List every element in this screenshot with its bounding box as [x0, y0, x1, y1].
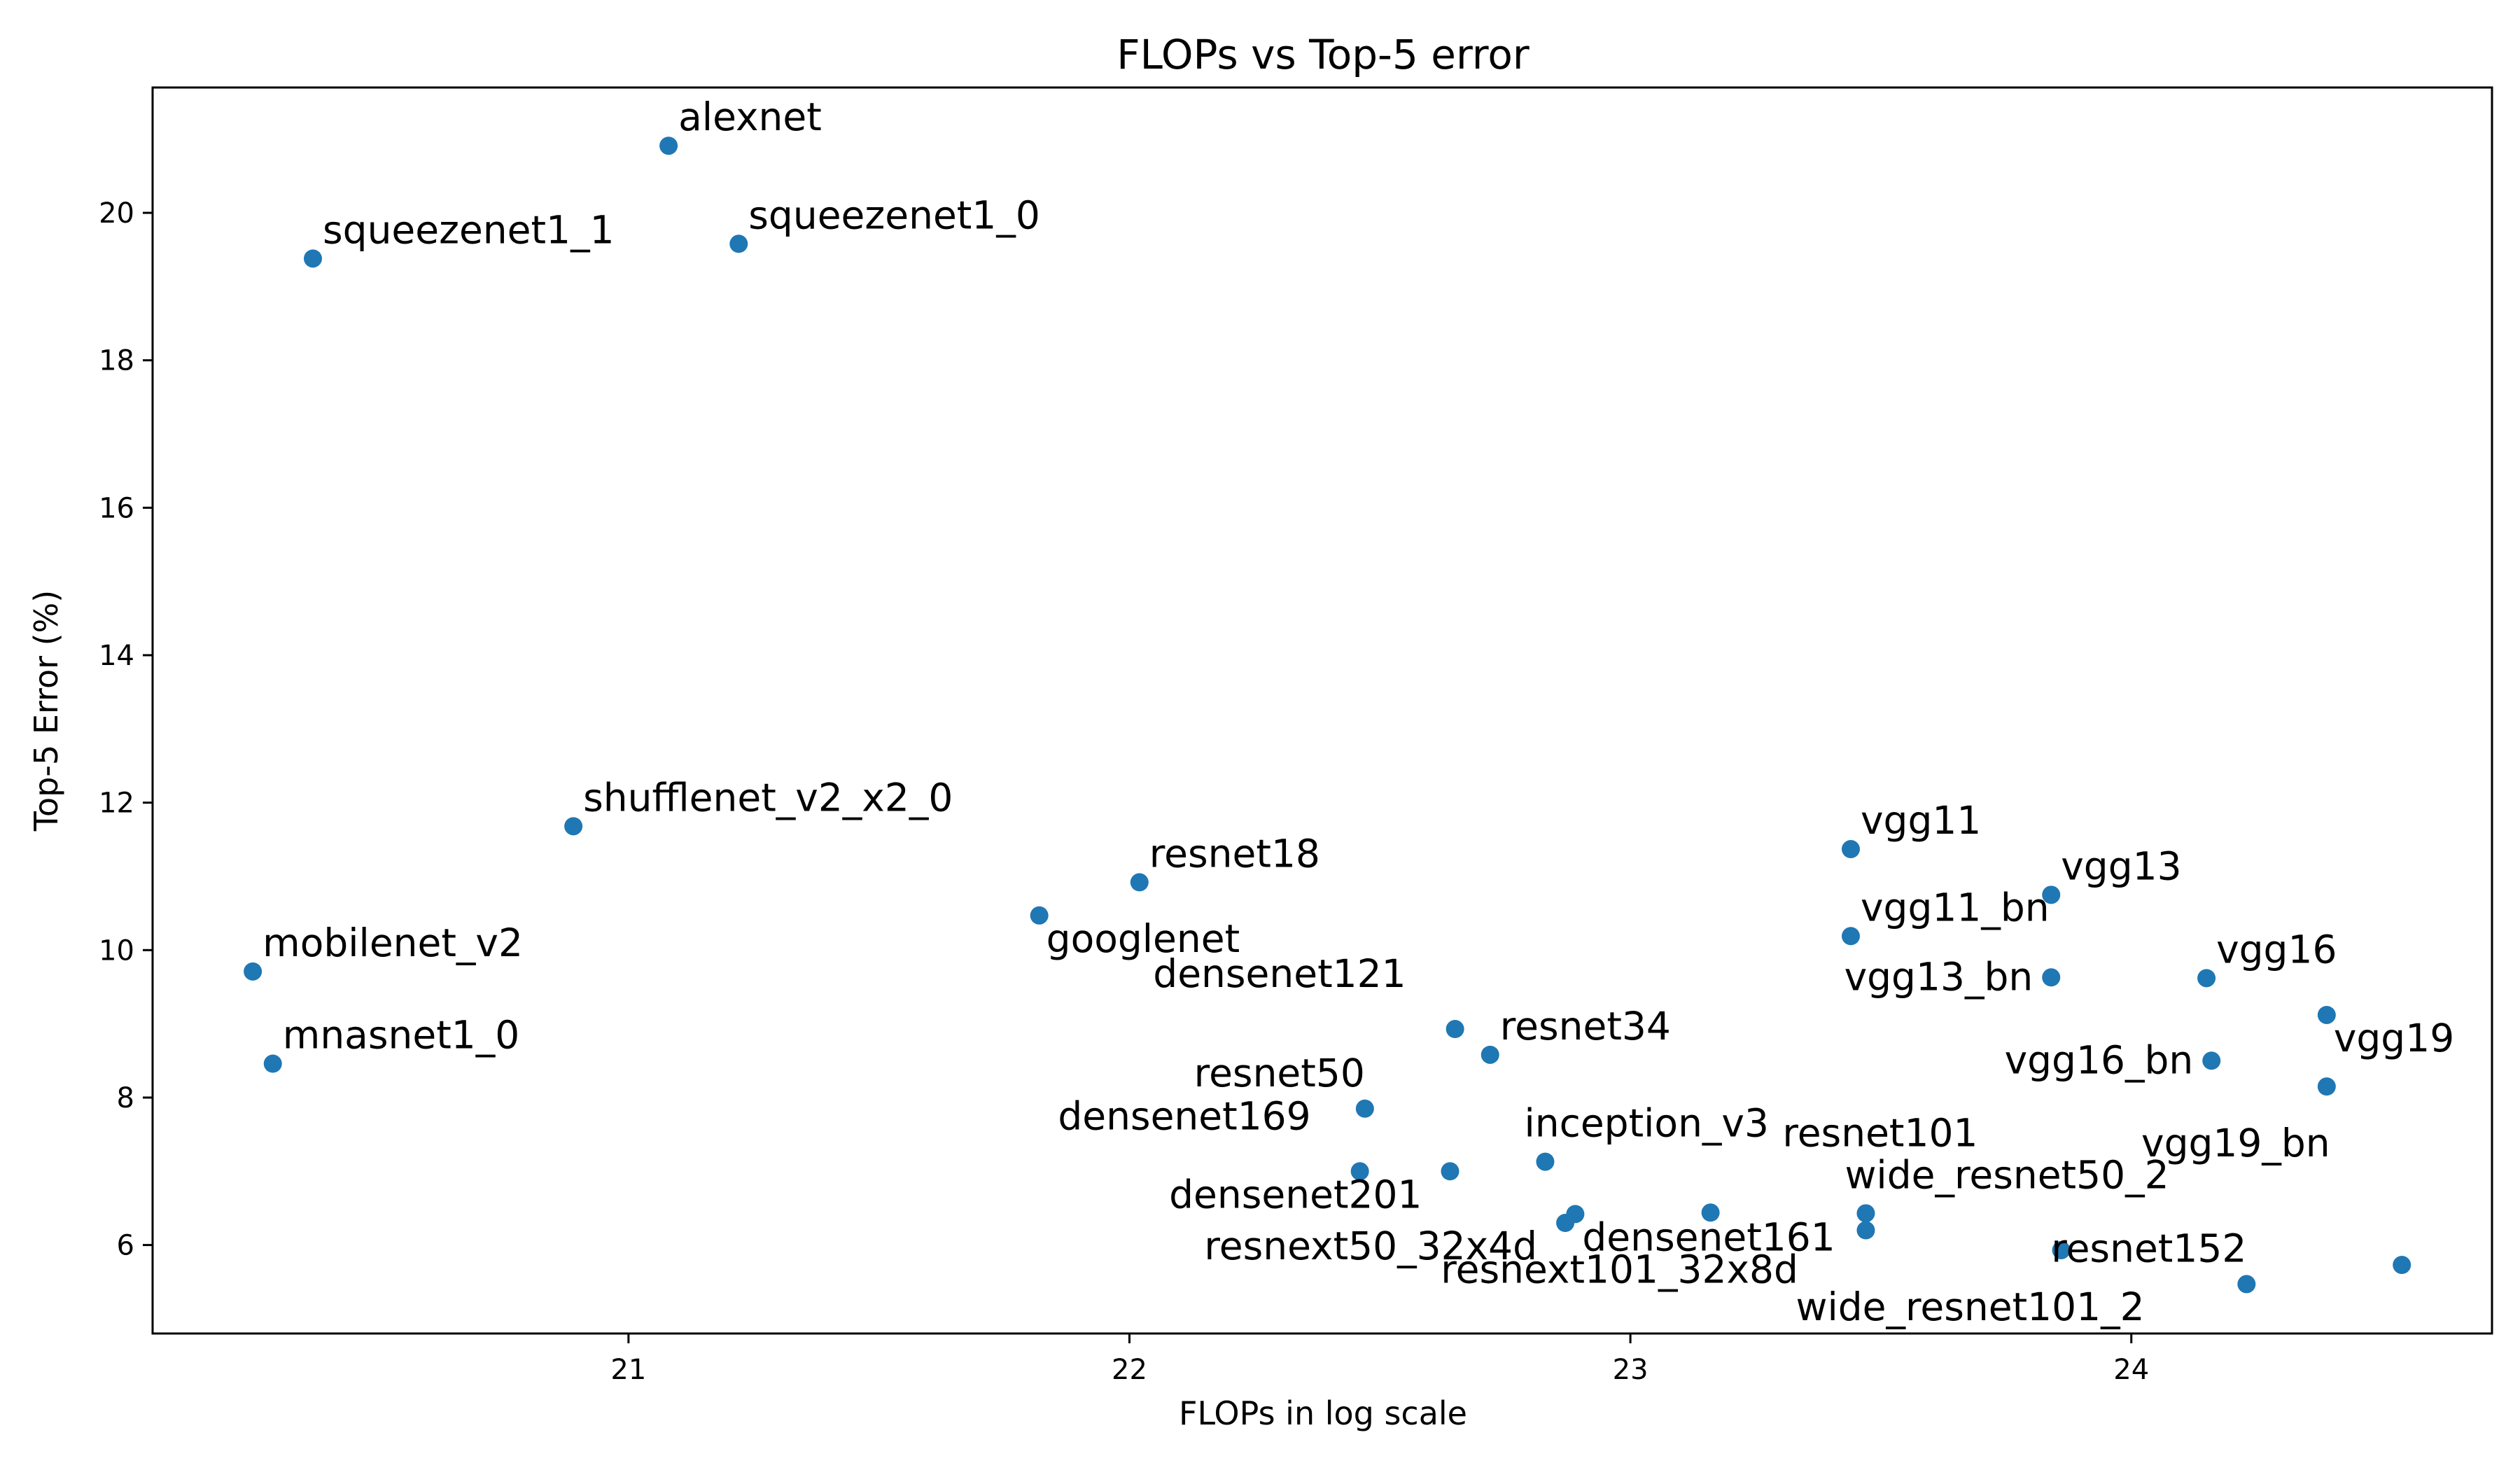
data-point [1446, 1020, 1464, 1039]
data-point [2197, 969, 2216, 988]
point-label: mobilenet_v2 [262, 920, 523, 965]
x-axis: 21 22 23 24 [610, 1334, 2149, 1386]
y-tick-label: 14 [99, 640, 134, 672]
x-tick-label: 22 [1112, 1354, 1147, 1386]
point-label: vgg11_bn [1861, 885, 2050, 930]
point-label: resnet34 [1500, 1004, 1671, 1049]
data-point [2042, 968, 2061, 987]
data-point [304, 249, 323, 268]
data-point [2237, 1275, 2256, 1294]
point-label: resnet18 [1149, 831, 1320, 876]
data-points [244, 136, 2412, 1294]
data-point [263, 1054, 282, 1073]
point-labels: alexnet squeezenet1_1 squeezenet1_0shuffle… [262, 94, 2454, 1329]
point-label: squeezenet1_0 [748, 192, 1040, 237]
data-point [564, 817, 583, 836]
data-point [1856, 1204, 1875, 1223]
point-label: wide_resnet101_2 [1795, 1284, 2144, 1329]
point-label: resnext50_32x4d [1204, 1224, 1537, 1268]
data-point [1701, 1203, 1720, 1222]
data-point [1841, 927, 1860, 946]
chart-title: FLOPs vs Top-5 error [1116, 31, 1530, 78]
data-point [2052, 1240, 2071, 1259]
point-label: densenet201 [1169, 1172, 1422, 1217]
x-tick-label: 21 [610, 1354, 646, 1386]
data-point [2393, 1256, 2412, 1275]
x-tick-label: 23 [1613, 1354, 1648, 1386]
point-label: densenet121 [1153, 951, 1406, 996]
point-label: vgg13_bn [1844, 954, 2033, 999]
y-axis: 6 8 10 12 14 16 18 20 [99, 197, 153, 1262]
point-label: vgg19_bn [2141, 1121, 2330, 1166]
y-tick-label: 20 [99, 197, 134, 230]
data-point [244, 962, 262, 981]
data-point [1536, 1152, 1555, 1171]
data-point [1441, 1162, 1460, 1181]
point-label: vgg11 [1861, 798, 1981, 843]
data-point [659, 136, 678, 155]
data-point [2317, 1077, 2336, 1096]
point-label: resnet101 [1782, 1111, 1977, 1156]
x-axis-label: FLOPs in log scale [1179, 1394, 1467, 1432]
point-label: squeezenet1_1 [323, 207, 615, 252]
point-label: resnet152 [2051, 1226, 2246, 1270]
point-label: densenet169 [1058, 1093, 1310, 1138]
point-label: alexnet [678, 94, 822, 139]
data-point [1480, 1045, 1499, 1064]
point-label: densenet161 [1582, 1214, 1835, 1259]
data-point [2042, 886, 2061, 904]
point-label: inception_v3 [1524, 1101, 1769, 1146]
data-point [1841, 840, 1860, 859]
x-tick-label: 24 [2113, 1354, 2149, 1386]
plot-frame [151, 86, 2493, 1335]
y-tick-label: 12 [99, 788, 134, 820]
data-point [2202, 1051, 2221, 1070]
point-label: wide_resnet50_2 [1844, 1152, 2169, 1197]
data-point [1355, 1099, 1374, 1118]
data-point [729, 234, 748, 253]
point-label: vgg19 [2334, 1016, 2454, 1060]
data-point [1566, 1205, 1585, 1224]
y-tick-label: 6 [117, 1230, 134, 1262]
y-tick-label: 8 [117, 1082, 134, 1114]
y-tick-label: 18 [99, 345, 134, 377]
point-label: vgg16 [2216, 927, 2337, 972]
point-label: shufflenet_v2_x2_0 [583, 775, 953, 820]
point-label: vgg16_bn [2005, 1037, 2194, 1082]
y-tick-label: 16 [99, 492, 134, 524]
point-label: resnet50 [1194, 1051, 1365, 1096]
data-point [1350, 1162, 1369, 1181]
data-point [1856, 1221, 1875, 1240]
point-label: resnext101_32x8d [1441, 1247, 1798, 1292]
point-label: vgg13 [2061, 844, 2181, 888]
y-tick-label: 10 [99, 934, 134, 967]
data-point [1130, 873, 1149, 892]
y-axis-label: Top-5 Error (%) [27, 590, 65, 832]
point-label: googlenet [1046, 916, 1240, 961]
data-point [2317, 1005, 2336, 1024]
point-label: mnasnet1_0 [283, 1013, 520, 1058]
data-point [1030, 906, 1049, 925]
